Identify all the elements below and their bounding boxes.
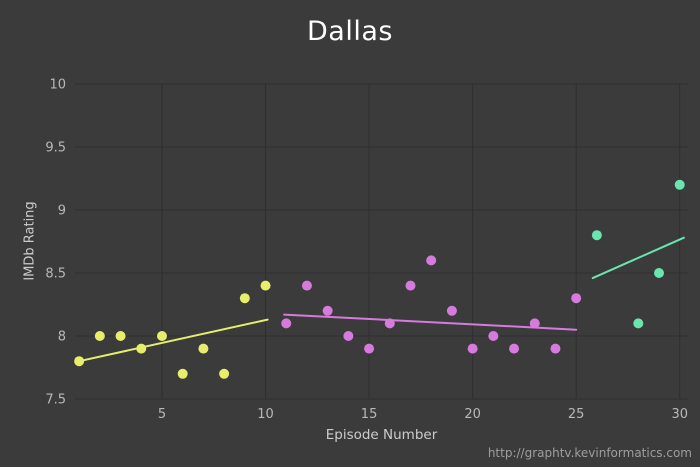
episode-data-point[interactable] [74, 356, 85, 367]
episode-data-point[interactable] [674, 179, 685, 190]
y-tick-label: 8.5 [45, 267, 66, 282]
x-tick-label: 10 [257, 407, 274, 422]
episode-data-point[interactable] [343, 331, 354, 341]
x-tick-label: 20 [464, 407, 481, 422]
episode-data-point[interactable] [281, 318, 292, 329]
chart-title: Dallas [307, 16, 393, 47]
episode-data-point[interactable] [467, 343, 478, 354]
episode-data-point[interactable] [239, 293, 250, 304]
episode-data-point[interactable] [260, 280, 271, 291]
y-tick-label: 10 [49, 78, 66, 93]
x-tick-label: 30 [671, 407, 688, 422]
episode-data-point[interactable] [177, 368, 188, 379]
episode-data-point[interactable] [115, 331, 126, 341]
x-tick-label: 15 [361, 407, 378, 422]
episode-data-point[interactable] [654, 268, 665, 278]
x-axis-label: Episode Number [325, 427, 438, 443]
y-axis-label: IMDb Rating [22, 201, 38, 281]
episode-data-point[interactable] [488, 331, 499, 341]
episode-data-point[interactable] [633, 318, 644, 329]
trend-line-season-3 [591, 236, 685, 280]
trend-line-season-1 [78, 318, 269, 363]
episode-data-point[interactable] [322, 305, 333, 316]
x-tick-label: 25 [568, 407, 585, 422]
trend-line-season-2 [283, 313, 578, 331]
y-tick-label: 9.5 [45, 141, 66, 156]
episode-data-point[interactable] [136, 343, 147, 354]
episode-data-point[interactable] [198, 343, 209, 354]
episode-data-point[interactable] [550, 343, 561, 354]
episode-data-point[interactable] [301, 280, 312, 291]
x-tick-label: 5 [158, 407, 166, 422]
episode-data-point[interactable] [446, 305, 457, 316]
episode-data-point[interactable] [529, 318, 540, 329]
episode-data-point[interactable] [571, 293, 582, 304]
episode-data-point[interactable] [426, 255, 437, 266]
episode-data-point[interactable] [156, 331, 167, 341]
episode-data-point[interactable] [364, 343, 375, 354]
episode-data-point[interactable] [94, 331, 105, 341]
y-tick-label: 7.5 [45, 393, 66, 408]
y-tick-label: 9 [58, 204, 66, 219]
episode-data-point[interactable] [591, 230, 602, 241]
site-credit-url[interactable]: http://graphtv.kevinformatics.com [487, 446, 692, 460]
episode-data-point[interactable] [509, 343, 520, 354]
y-tick-label: 8 [58, 330, 66, 345]
episode-data-point[interactable] [219, 368, 230, 379]
episode-data-point[interactable] [405, 280, 416, 291]
episode-data-point[interactable] [384, 318, 395, 329]
